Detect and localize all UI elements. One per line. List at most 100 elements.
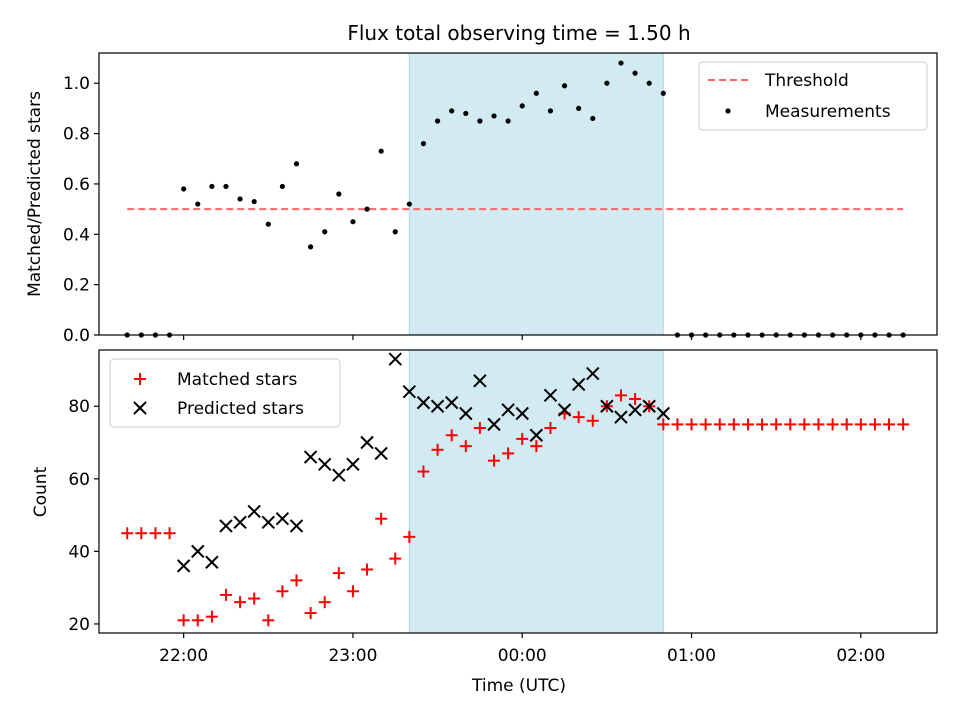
bottom-legend: Matched stars Predicted stars <box>109 358 341 428</box>
legend-measurements-label: Measurements <box>765 102 891 122</box>
matched-star-point <box>586 414 599 427</box>
top-y-tick-label: 0.2 <box>63 276 90 296</box>
measurement-point <box>195 201 201 207</box>
predicted-star-point <box>261 515 276 530</box>
predicted-star-point <box>219 519 233 533</box>
matched-star-point <box>417 465 430 478</box>
predicted-star-point <box>459 406 473 421</box>
matched-star-point <box>290 574 303 587</box>
top-legend-box <box>698 61 928 131</box>
matched-star-point <box>177 614 190 627</box>
matched-star-point <box>205 610 218 623</box>
matched-star-point <box>883 418 896 431</box>
matched-star-point <box>530 440 543 453</box>
top-y-axis-label: Matched/Predicted stars <box>25 91 45 297</box>
matched-star-point <box>798 418 811 431</box>
predicted-star-point <box>303 450 318 464</box>
matched-star-point <box>488 454 501 467</box>
observing-window-shade-top <box>408 52 664 336</box>
matched-star-point <box>191 614 204 627</box>
predicted-star-point <box>529 428 544 442</box>
measurement-point <box>364 206 370 212</box>
matched-star-point <box>375 512 388 525</box>
bottom-panel: 20 40 60 80 22:00 23:00 00:00 01:00 02:00 Count… <box>31 349 938 696</box>
predicted-star-point <box>656 406 671 421</box>
predicted-star-point <box>233 515 247 530</box>
predicted-star-point <box>416 395 431 410</box>
matched-star-point <box>403 530 416 543</box>
predicted-star-point <box>360 435 374 450</box>
measurement-point <box>392 229 398 235</box>
matched-star-point <box>657 418 670 431</box>
predicted-star-point <box>600 399 614 413</box>
top-y-tick-label: 1.0 <box>63 74 90 94</box>
measurement-point <box>336 191 342 197</box>
measurement-point <box>449 108 455 114</box>
measurement-point <box>604 80 610 86</box>
matched-star-point <box>770 418 783 431</box>
matched-star-point <box>361 563 374 576</box>
matched-star-point <box>897 418 910 431</box>
bottom-y-tick-label: 40 <box>68 542 90 562</box>
bottom-y-tick-label: 20 <box>68 615 90 635</box>
matched-star-point <box>516 432 529 445</box>
x-axis-label: Time (UTC) <box>471 676 566 696</box>
predicted-star-point <box>473 374 487 388</box>
predicted-star-point <box>318 457 332 471</box>
measurement-point <box>406 201 412 207</box>
matched-star-point <box>346 585 359 598</box>
matched-star-point <box>459 440 472 453</box>
top-panel: 0.0 0.2 0.4 0.6 0.8 1.0 Matched/Predicted sta… <box>25 52 938 346</box>
predicted-star-point <box>571 377 586 392</box>
matched-star-point <box>629 392 642 405</box>
predicted-star-point <box>557 403 572 417</box>
predicted-star-point <box>247 504 261 519</box>
matched-star-point <box>685 418 698 431</box>
measurement-point <box>350 219 356 225</box>
matched-star-point <box>276 585 289 598</box>
measurement-point <box>547 108 554 114</box>
matched-star-point <box>699 418 712 431</box>
top-legend: Threshold Measurements <box>698 61 928 131</box>
measurement-point <box>322 229 328 235</box>
measurement-point <box>237 196 243 202</box>
predicted-star-point <box>543 388 558 403</box>
measurement-point <box>308 244 314 250</box>
x-tick-label: 00:00 <box>498 646 547 666</box>
bottom-axes-frame <box>98 349 938 634</box>
x-tick-label: 02:00 <box>836 646 885 666</box>
predicted-star-point <box>614 410 628 424</box>
matched-star-point <box>741 418 754 431</box>
matched-star-point <box>262 614 275 627</box>
matched-star-point <box>756 418 769 431</box>
matched-star-point <box>248 592 261 605</box>
predicted-star-point <box>501 403 515 417</box>
predicted-star-point <box>289 519 304 533</box>
measurement-point <box>561 83 568 89</box>
legend-predicted-swatch <box>133 401 147 415</box>
bottom-y-axis-label: Count <box>31 466 51 517</box>
matched-star-point <box>826 418 839 431</box>
predicted-star-point <box>515 406 529 421</box>
predicted-star-point <box>642 399 656 413</box>
matched-star-point <box>445 429 458 442</box>
matched-star-point <box>163 527 176 540</box>
measurement-point <box>533 90 539 96</box>
top-y-tick-label: 0.0 <box>63 326 90 346</box>
measurement-point <box>265 221 271 227</box>
top-y-tick-label: 0.6 <box>63 175 90 195</box>
predicted-star-point <box>374 446 388 461</box>
observing-window-shade-bottom <box>408 349 664 634</box>
matched-star-point <box>671 418 684 431</box>
matched-star-point <box>727 418 740 431</box>
measurement-point <box>632 70 638 76</box>
measurement-point <box>378 148 384 154</box>
measurement-point <box>491 113 497 119</box>
predicted-star-point <box>176 559 191 573</box>
matched-star-point <box>784 418 797 431</box>
predicted-star-point <box>346 457 360 471</box>
predicted-star-point <box>586 366 600 381</box>
bottom-y-tick-label: 60 <box>68 470 90 490</box>
measurement-point <box>519 103 525 109</box>
